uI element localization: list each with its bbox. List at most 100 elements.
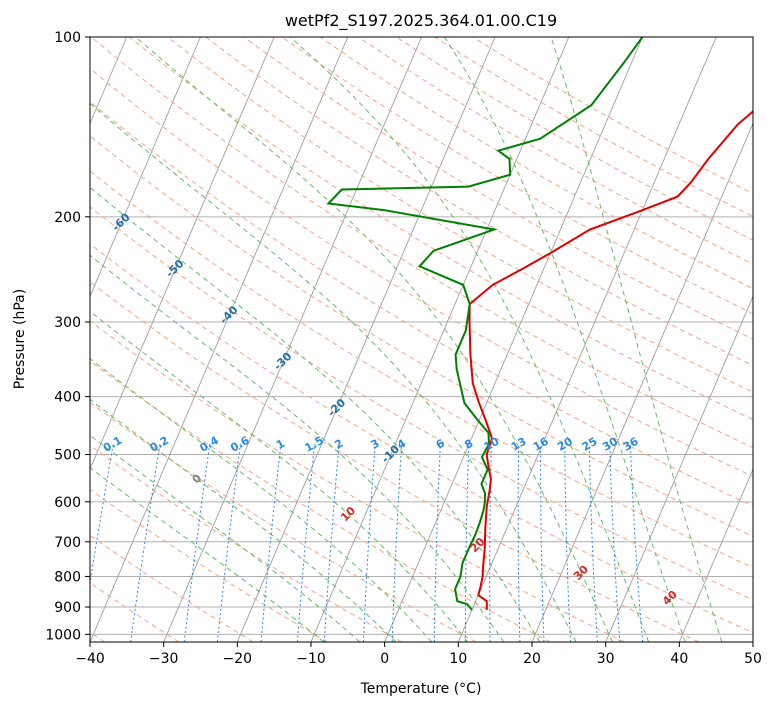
x-tick-label: 10 <box>449 651 467 667</box>
dry-adiabat-line <box>90 534 254 642</box>
isotherm-line <box>384 37 643 642</box>
moist-adiabat-line <box>90 310 469 642</box>
isotherm-line <box>752 640 753 642</box>
isotherm-line <box>531 122 753 642</box>
moist-adiabat-line <box>90 358 433 642</box>
mixing-ratio-label: 25 <box>580 435 600 454</box>
mixing-ratio-line <box>362 443 376 642</box>
x-tick-label: 50 <box>744 651 762 667</box>
x-tick-label: −40 <box>75 651 105 667</box>
isotherm-line <box>163 37 422 642</box>
dry-adiabat-line <box>205 37 753 366</box>
moist-adiabat-label: 0 <box>190 471 205 486</box>
y-tick-label: 200 <box>54 210 81 226</box>
mixing-ratio-label: 6 <box>434 437 447 452</box>
moist-adiabat-line <box>90 254 505 642</box>
dry-adiabat-line <box>90 444 402 642</box>
dry-adiabat-line <box>90 320 625 642</box>
x-axis-label: Temperature (°C) <box>360 681 482 697</box>
isotherm-label: -30 <box>271 349 294 372</box>
x-tick-label: −30 <box>149 651 179 667</box>
moist-adiabat-line <box>289 37 650 642</box>
mixing-ratio-line <box>90 443 114 586</box>
x-tick-label: 40 <box>670 651 688 667</box>
isotherm-line <box>605 295 753 642</box>
chart-title: wetPf2_S197.2025.364.01.00.C19 <box>285 11 557 31</box>
y-tick-label: 900 <box>54 600 81 616</box>
y-tick-label: 100 <box>54 30 81 46</box>
mixing-ratio-line <box>588 443 598 642</box>
isotherm-label: -80 <box>2 118 25 141</box>
mixing-ratio-line <box>564 443 571 642</box>
isotherm-label: -20 <box>325 396 348 419</box>
dry-adiabat-line <box>243 37 753 340</box>
y-tick-label: 300 <box>54 315 81 331</box>
x-tick-label: 30 <box>597 651 615 667</box>
isotherm-line <box>678 467 753 642</box>
mixing-ratio-label: 1.5 <box>303 434 326 455</box>
mixing-ratio-label: 3 <box>368 437 381 452</box>
x-tick-label: −20 <box>223 651 253 667</box>
y-tick-label: 700 <box>54 535 81 551</box>
mixing-ratio-line <box>540 443 545 642</box>
dry-adiabat-line <box>90 360 551 642</box>
mixing-ratio-label: 8 <box>462 437 475 452</box>
mixing-ratio-line <box>323 443 340 642</box>
moist-adiabat-line <box>90 434 361 642</box>
y-tick-label: 500 <box>54 448 81 464</box>
y-tick-label: 600 <box>54 495 81 511</box>
y-tick-label: 1000 <box>45 627 81 643</box>
y-tick-label: 800 <box>54 569 81 585</box>
mixing-ratio-label: 0.2 <box>148 434 171 455</box>
dry-adiabat-line <box>90 582 180 642</box>
mixing-ratio-label: 30 <box>600 435 620 454</box>
dry-adiabat-line <box>90 488 328 642</box>
y-axis-label: Pressure (hPa) <box>12 289 28 389</box>
moist-adiabat-line <box>90 398 397 642</box>
moist-adiabat-line <box>443 37 686 642</box>
mixing-ratio-label: 0.6 <box>228 434 252 455</box>
dry-adiabat-line <box>90 170 753 569</box>
isotherm-line <box>90 37 349 642</box>
mixing-ratio-line <box>391 443 403 642</box>
mixing-ratio-label: 0.4 <box>198 434 222 455</box>
mixing-ratio-line <box>433 443 441 642</box>
dry-adiabat-line <box>319 37 753 290</box>
dry-adiabat-line <box>167 37 753 393</box>
isotherm-label: -60 <box>109 210 132 233</box>
moist-adiabat-label: 30 <box>571 563 591 583</box>
temperature-trace <box>468 110 753 610</box>
isotherm-line <box>90 37 201 298</box>
x-tick-label: 20 <box>523 651 541 667</box>
y-tick-label: 400 <box>54 390 81 406</box>
mixing-ratio-label: 20 <box>555 435 575 454</box>
plot-frame <box>89 36 754 643</box>
x-tick-label: 0 <box>380 651 389 667</box>
x-tick-label: −10 <box>296 651 326 667</box>
mixing-ratio-line <box>297 443 315 642</box>
dry-adiabat-line <box>90 37 753 449</box>
mixing-ratio-label: 16 <box>531 435 551 454</box>
dry-adiabat-line <box>90 135 753 538</box>
isotherm-line <box>310 37 570 642</box>
dry-adiabat-line <box>281 37 753 315</box>
mixing-ratio-line <box>216 443 241 642</box>
moist-adiabat-line <box>550 37 723 642</box>
mixing-ratio-label: 2 <box>332 437 345 452</box>
moist-adiabat-line <box>135 37 613 642</box>
mixing-ratio-line <box>464 443 470 642</box>
isotherm-line <box>90 37 275 471</box>
moist-adiabat-line <box>90 102 577 642</box>
mixing-ratio-line <box>517 443 521 642</box>
dry-adiabat-line <box>90 401 477 642</box>
isotherm-label: -70 <box>56 164 79 187</box>
isotherm-line <box>457 37 717 642</box>
mixing-ratio-label: 36 <box>621 435 641 454</box>
dry-adiabat-line <box>90 243 753 634</box>
mixing-ratio-line <box>130 443 161 642</box>
isotherm-label: -40 <box>217 303 240 326</box>
mixing-ratio-line <box>629 443 644 642</box>
dewpoint-trace <box>326 37 644 611</box>
moist-adiabat-line <box>90 186 541 642</box>
